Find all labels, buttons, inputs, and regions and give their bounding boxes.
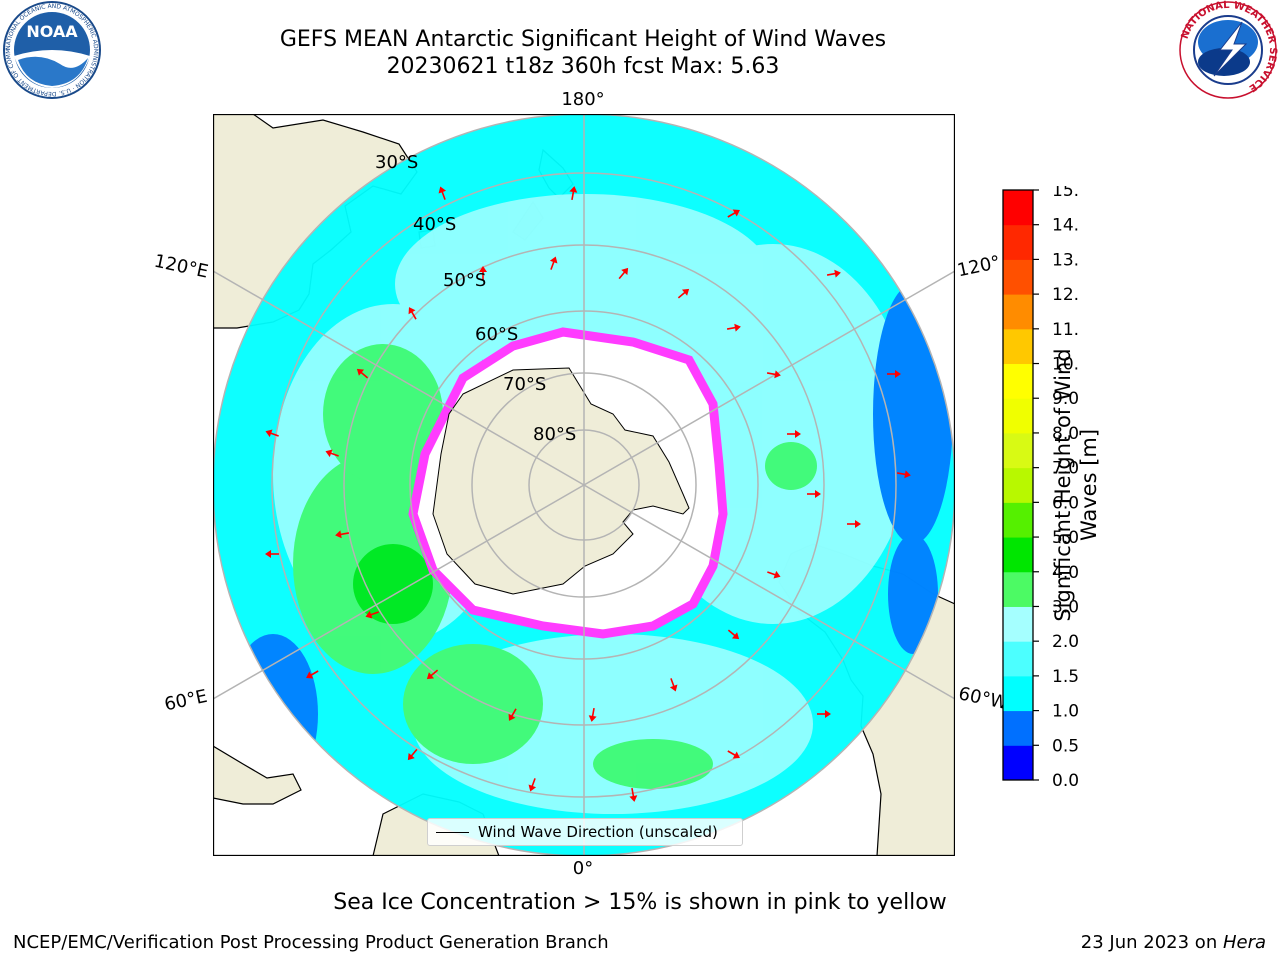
lat-label-70s: 70°S bbox=[503, 374, 546, 395]
meridian-label-top: 180° bbox=[561, 89, 604, 110]
colorbar-tick-label: 7.0 bbox=[1052, 459, 1079, 479]
meridians bbox=[213, 114, 955, 856]
colorbar-tick-label: 0.0 bbox=[1052, 771, 1079, 786]
colorbar-ticks: 0.0 0.5 1.0 1.5 2.0 3.0 4.0 5.0 6.0 7.0 8.0 9.0 10.0… bbox=[1033, 186, 1080, 786]
colorbar-block bbox=[1003, 432, 1033, 469]
noaa-logo-icon: NOAA NATIONAL OCEANIC AND ATMOSPHERIC AD… bbox=[0, 0, 101, 99]
colorbar-tick-label: 5.0 bbox=[1052, 528, 1079, 548]
sea-ice-note: Sea Ice Concentration > 15% is shown in … bbox=[333, 890, 947, 915]
colorbar-frame bbox=[1002, 189, 1034, 781]
meridian-label-upper-right: 120° bbox=[955, 252, 1002, 282]
colorbar-label-line-2: Waves [m] bbox=[1077, 428, 1101, 542]
colorbar-block bbox=[1003, 224, 1033, 260]
lat-label-40s: 40°S bbox=[413, 214, 456, 235]
lat-label-30s: 30°S bbox=[375, 152, 418, 173]
colorbar-tick-label: 8.0 bbox=[1052, 424, 1079, 444]
colorbar-block bbox=[1003, 328, 1033, 365]
lat-label-60s: 60°S bbox=[475, 324, 518, 345]
colorbar-tick-label: 2.0 bbox=[1052, 632, 1079, 652]
colorbar-block bbox=[1003, 259, 1033, 295]
meridian-label-bottom: 0° bbox=[573, 858, 593, 879]
colorbar-block bbox=[1003, 502, 1033, 538]
colorbar-tick-label: 6.0 bbox=[1052, 493, 1079, 513]
map-legend: Wind Wave Direction (unscaled) bbox=[427, 818, 743, 846]
colorbar-block bbox=[1003, 294, 1033, 330]
meridian-label-lower-left: 60°E bbox=[163, 686, 210, 716]
footer-date: 23 Jun 2023 on Hera bbox=[1081, 932, 1266, 953]
lat-label-50s: 50°S bbox=[443, 270, 486, 291]
colorbar-label-line-1: Significant Height of Wind bbox=[1051, 348, 1075, 622]
colorbar-block bbox=[1003, 363, 1033, 399]
colorbar-tick-label: 9.0 bbox=[1052, 389, 1079, 409]
footer-date-text: 23 Jun 2023 on bbox=[1080, 932, 1223, 953]
colorbar-block bbox=[1003, 571, 1033, 607]
footer-branch: NCEP/EMC/Verification Post Processing Pr… bbox=[13, 932, 609, 953]
wind-wave-arrows bbox=[265, 186, 911, 802]
title-line-2: 20230621 t18z 360h fcst Max: 5.63 bbox=[386, 54, 780, 79]
legend-label: Wind Wave Direction (unscaled) bbox=[478, 823, 718, 841]
colorbar-tick-label: 13.0 bbox=[1052, 250, 1080, 270]
colorbar-tick-label: 4.0 bbox=[1052, 563, 1079, 583]
title-line-1: GEFS MEAN Antarctic Significant Height o… bbox=[279, 27, 887, 52]
colorbar-tick-label: 10.0 bbox=[1052, 355, 1080, 375]
footer-system: Hera bbox=[1222, 932, 1266, 953]
colorbar-tick-label: 11.0 bbox=[1052, 320, 1080, 340]
meridian-label-upper-left: 120°E bbox=[152, 251, 210, 283]
colorbar-block bbox=[1003, 190, 1033, 226]
chart-title: GEFS MEAN Antarctic Significant Height o… bbox=[0, 26, 1166, 80]
colorbar-block bbox=[1003, 745, 1033, 781]
colorbar-blocks bbox=[1003, 190, 1033, 781]
colorbar-block bbox=[1003, 398, 1033, 434]
africa-land bbox=[213, 745, 302, 805]
colorbar-block bbox=[1003, 606, 1033, 642]
colorbar: 0.0 0.5 1.0 1.5 2.0 3.0 4.0 5.0 6.0 7.0 8.0 9.0 10.0… bbox=[1002, 186, 1080, 786]
legend-line bbox=[436, 832, 469, 833]
colorbar-tick-label: 0.5 bbox=[1052, 736, 1079, 756]
colorbar-tick-label: 12.0 bbox=[1052, 285, 1080, 305]
colorbar-tick-label: 1.0 bbox=[1052, 702, 1079, 722]
colorbar-tick-label: 15.0 bbox=[1052, 186, 1080, 201]
colorbar-block bbox=[1003, 641, 1033, 677]
colorbar-block bbox=[1003, 537, 1033, 573]
colorbar-tick-label: 14.0 bbox=[1052, 216, 1080, 236]
noaa-logo-text: NOAA bbox=[26, 22, 78, 41]
colorbar-block bbox=[1003, 710, 1033, 746]
lat-label-80s: 80°S bbox=[533, 424, 576, 445]
map-frame bbox=[213, 114, 955, 856]
colorbar-tick-label: 3.0 bbox=[1052, 597, 1079, 617]
nws-logo-icon: NATIONAL WEATHER SERVICE bbox=[1179, 0, 1278, 99]
colorbar-block bbox=[1003, 467, 1033, 503]
polar-map: 30°S 40°S 50°S 60°S 70°S 80°S bbox=[213, 114, 955, 856]
colorbar-tick-label: 1.5 bbox=[1052, 667, 1079, 687]
colorbar-block bbox=[1003, 675, 1033, 712]
